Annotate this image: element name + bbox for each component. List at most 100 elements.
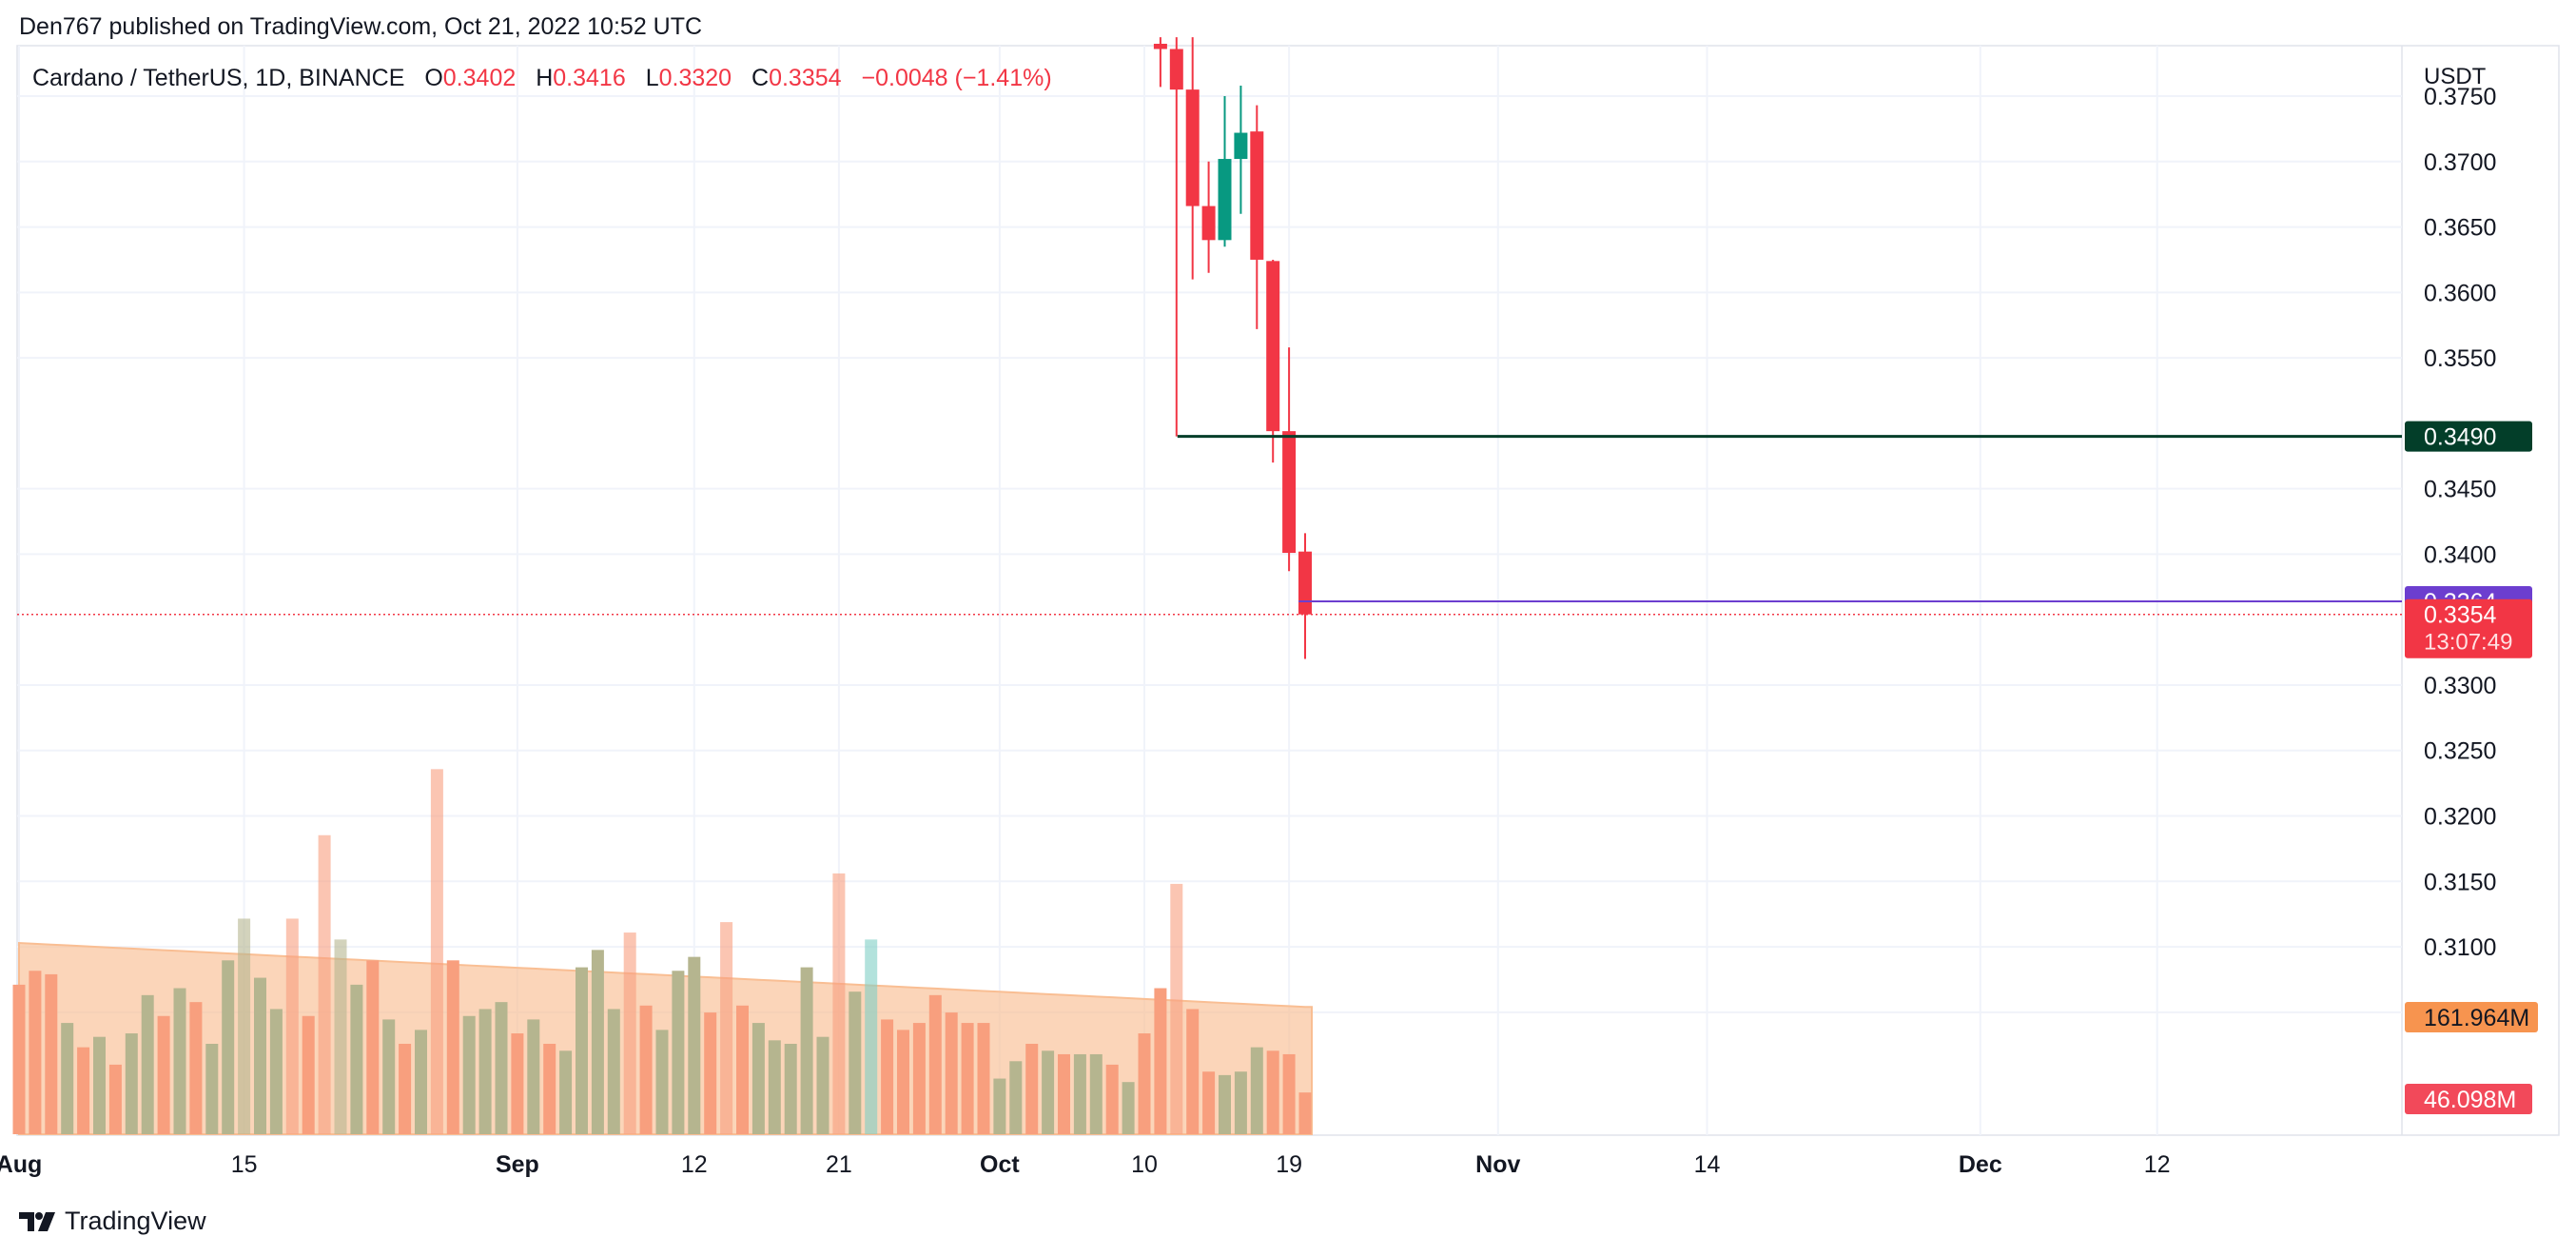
y-tick-label: 0.3150 <box>2424 869 2496 895</box>
high-key: H <box>536 65 554 91</box>
volume-bar <box>462 1015 476 1134</box>
volume-bar <box>415 1030 427 1134</box>
x-tick-label: 12 <box>2144 1151 2171 1178</box>
volume-bar <box>977 1023 990 1134</box>
tradingview-brand[interactable]: TradingView <box>19 1207 206 1236</box>
symbol-legend: Cardano / TetherUS, 1D, BINANCE O0.3402 … <box>32 65 1052 92</box>
volume-bar <box>334 939 347 1134</box>
volume-bar <box>591 950 604 1134</box>
last-price-badge: 0.3354 <box>2424 602 2497 629</box>
last-price-badge-bg <box>2405 599 2532 658</box>
close-key: C <box>751 65 770 91</box>
high-value: 0.3416 <box>553 65 626 91</box>
support-price-badge: 0.3490 <box>2424 424 2496 451</box>
time-axis: Aug 15 Sep 12 21 Oct 10 19 Nov 14 Dec 12 <box>0 1151 2171 1178</box>
x-tick-label: 19 <box>1276 1151 1302 1178</box>
volume-bar <box>141 994 154 1134</box>
candle-body <box>1234 132 1248 160</box>
volume-bar <box>1250 1047 1263 1134</box>
volume-bar <box>897 1030 909 1134</box>
volume-bar <box>350 984 363 1134</box>
volume-bar <box>1122 1082 1135 1134</box>
volume-pane <box>12 769 1313 1135</box>
volume-bar <box>655 1030 669 1134</box>
x-tick-label: Nov <box>1475 1151 1520 1178</box>
y-tick-label: 0.3450 <box>2424 477 2496 503</box>
volume-bar <box>1282 1053 1296 1134</box>
horizontal-lines <box>17 435 2402 616</box>
volume-bar <box>318 834 331 1134</box>
volume-bar <box>1154 988 1167 1134</box>
candle-body <box>1201 206 1216 241</box>
x-tick-label: 10 <box>1131 1151 1158 1178</box>
volume-bar <box>222 960 235 1134</box>
volume-bar <box>688 956 701 1134</box>
close-value: 0.3354 <box>769 65 842 91</box>
volume-bar <box>672 971 685 1134</box>
volume-bar <box>751 1023 765 1134</box>
volume-bar <box>912 1023 926 1134</box>
volume-bar <box>1073 1053 1086 1134</box>
support-price-badge-bg <box>2405 421 2532 452</box>
x-tick-label: 21 <box>826 1151 852 1178</box>
x-tick-label: 14 <box>1694 1151 1721 1178</box>
volume-bar <box>1219 1074 1231 1134</box>
volume-bar <box>77 1047 90 1134</box>
volume-bar <box>1009 1061 1023 1134</box>
volume-bar <box>285 918 299 1134</box>
volume-bar <box>366 960 380 1134</box>
low-value: 0.3320 <box>658 65 732 91</box>
volume-bar <box>29 971 42 1134</box>
volume-bar <box>1058 1053 1070 1134</box>
volume-bar <box>173 988 186 1134</box>
volume-bar <box>816 1036 829 1134</box>
volume-bar <box>157 1015 170 1134</box>
volume-bar <box>382 1019 396 1134</box>
volume-bar <box>269 1009 283 1134</box>
candle-body <box>1218 159 1232 241</box>
volume-bar <box>495 1002 508 1134</box>
x-tick-label: Oct <box>980 1151 1020 1178</box>
volume-last-badge: 46.098M <box>2424 1087 2516 1113</box>
x-tick-label: Sep <box>496 1151 539 1178</box>
volume-bar <box>1089 1053 1103 1134</box>
volume-bar <box>189 1002 203 1134</box>
candle-body <box>1266 261 1280 432</box>
volume-bar <box>1186 1009 1200 1134</box>
y-tick-label: 0.3200 <box>2424 804 2496 831</box>
volume-bar <box>623 932 636 1134</box>
volume-bar <box>736 1005 749 1134</box>
volume-bar <box>1042 1050 1055 1134</box>
volume-bar <box>784 1043 797 1134</box>
open-value: 0.3402 <box>442 65 517 91</box>
candle-body <box>1185 89 1200 206</box>
open-key: O <box>424 65 443 91</box>
volume-bar <box>430 769 443 1134</box>
y-axis-unit: USDT <box>2424 64 2487 89</box>
volume-ma-badge-bg <box>2405 1002 2538 1032</box>
volume-bar <box>61 1023 74 1134</box>
volume-bar <box>865 939 878 1134</box>
y-tick-label: 0.3550 <box>2424 345 2496 372</box>
countdown-timer: 13:07:49 <box>2424 630 2512 656</box>
volume-bar <box>961 1023 974 1134</box>
y-tick-label: 0.3650 <box>2424 215 2496 242</box>
volume-bar <box>607 1009 620 1134</box>
volume-bar <box>1266 1050 1279 1134</box>
volume-bar <box>1170 883 1183 1134</box>
volume-bar <box>543 1043 556 1134</box>
volume-bar <box>1105 1064 1119 1134</box>
y-tick-label: 0.3100 <box>2424 934 2496 961</box>
volume-bar <box>446 960 459 1134</box>
volume-bar <box>125 1033 138 1134</box>
y-tick-label: 0.3750 <box>2424 84 2496 110</box>
volume-bar <box>832 873 846 1134</box>
volume-bar <box>205 1043 219 1134</box>
tradingview-logo-icon <box>19 1211 55 1231</box>
volume-bar <box>478 1009 492 1134</box>
x-tick-label: 15 <box>231 1151 258 1178</box>
x-tick-label: Dec <box>1959 1151 2002 1178</box>
volume-bar <box>993 1078 1006 1134</box>
candle-body <box>1169 49 1183 90</box>
